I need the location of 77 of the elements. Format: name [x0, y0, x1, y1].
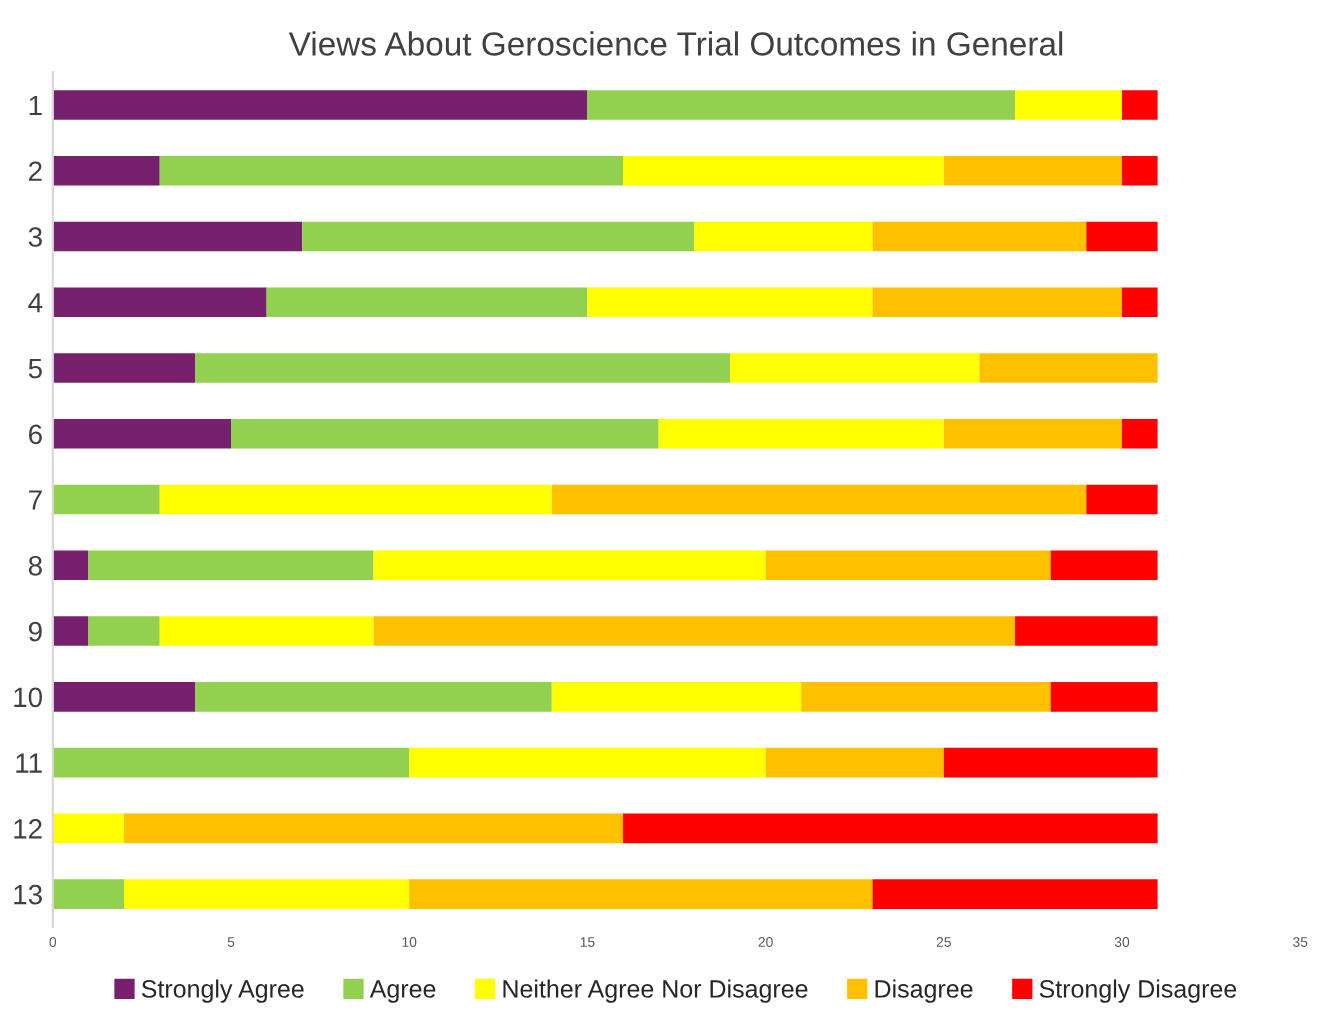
- bar: [872, 287, 1122, 318]
- bar: [88, 550, 374, 581]
- bar: [1015, 616, 1158, 646]
- bar: [373, 616, 1016, 646]
- bar: [765, 747, 944, 778]
- y-tick-label: 1: [29, 95, 42, 116]
- bar: [124, 813, 624, 844]
- y-tick-label: 4: [28, 293, 43, 313]
- legend-label: Agree: [369, 980, 436, 1003]
- bar: [159, 155, 624, 186]
- bar: [52, 484, 160, 515]
- legend-label: Strongly Disagree: [1039, 979, 1237, 1003]
- bar: [551, 484, 1087, 515]
- bar: [801, 682, 1051, 712]
- bar: [231, 418, 659, 449]
- bar: [52, 221, 303, 252]
- bar: [765, 550, 1051, 581]
- bar: [872, 221, 1087, 252]
- bar: [623, 155, 944, 186]
- y-tick-label: 5: [28, 358, 42, 379]
- bar: [979, 353, 1158, 383]
- bar: [52, 353, 196, 383]
- bar: [52, 418, 231, 449]
- bar: [124, 879, 410, 909]
- y-tick-label: 12: [14, 819, 42, 839]
- bar: [943, 747, 1158, 778]
- bar: [52, 155, 160, 186]
- chart-title: Views About Geroscience Trial Outcomes in General: [288, 31, 1063, 56]
- y-tick-label: 3: [28, 227, 42, 247]
- bar: [409, 747, 766, 778]
- bar: [1122, 418, 1158, 449]
- bar: [729, 353, 980, 383]
- y-tick-label: 13: [14, 884, 42, 905]
- y-tick-label: 2: [29, 161, 42, 181]
- bar: [1086, 484, 1158, 515]
- bar: [1086, 221, 1158, 252]
- bar: [1122, 287, 1158, 318]
- bar: [409, 879, 873, 909]
- bar: [52, 747, 410, 778]
- bar: [658, 418, 944, 449]
- bar: [1122, 90, 1158, 120]
- bar: [587, 90, 1016, 120]
- bar: [52, 90, 588, 120]
- y-tick-label: 7: [29, 490, 42, 510]
- bar: [872, 879, 1158, 909]
- bar: [943, 418, 1122, 449]
- bar: [1050, 682, 1158, 712]
- legend-label: Neither Agree Nor Disagree: [503, 979, 808, 1003]
- bar: [52, 550, 89, 581]
- bar: [694, 221, 873, 252]
- bar: [52, 813, 125, 844]
- bar: [587, 287, 873, 318]
- bar: [1015, 90, 1122, 120]
- legend-label: Strongly Agree: [141, 979, 304, 1003]
- y-tick-label: 10: [14, 687, 42, 708]
- bar: [1050, 550, 1158, 581]
- legend-label: Disagree: [875, 979, 973, 1003]
- bar: [551, 682, 802, 712]
- y-tick-label: 6: [29, 424, 42, 445]
- bar: [943, 155, 1122, 186]
- bar: [266, 287, 588, 318]
- bar: [52, 287, 267, 318]
- bar: [195, 682, 552, 712]
- bar: [159, 484, 552, 515]
- bar: [52, 879, 125, 909]
- bar: [195, 353, 730, 383]
- bar: [302, 221, 695, 252]
- bar: [373, 550, 766, 581]
- y-tick-label: 8: [28, 555, 42, 576]
- bar: [623, 813, 1158, 844]
- bar: [52, 616, 89, 646]
- y-tick-label: 11: [16, 753, 42, 773]
- bar: [1122, 155, 1158, 186]
- bar: [52, 682, 196, 712]
- bar: [159, 616, 374, 646]
- y-tick-label: 9: [28, 621, 42, 642]
- bar: [88, 616, 160, 646]
